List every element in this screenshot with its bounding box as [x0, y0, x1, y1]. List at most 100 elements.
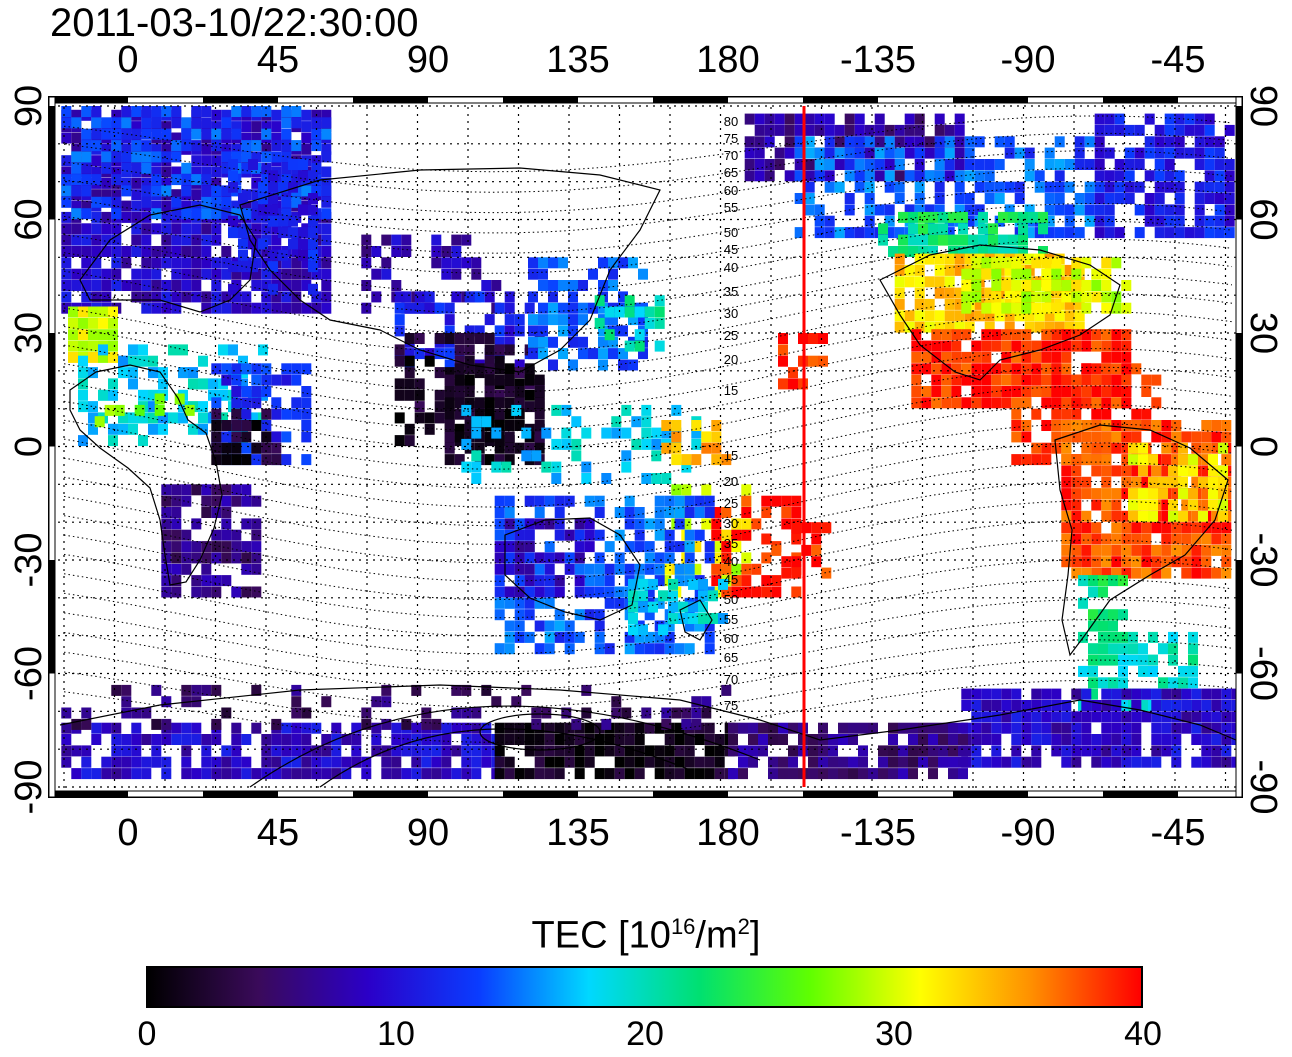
tec-cell [958, 246, 968, 257]
tec-cell [854, 170, 865, 182]
tec-cell [1041, 291, 1052, 303]
tec-cell [1191, 700, 1202, 711]
tec-cell [534, 563, 545, 575]
tec-cell [414, 302, 425, 314]
tec-cell [1121, 510, 1132, 522]
tec-cell [1191, 442, 1202, 454]
tec-cell [281, 431, 292, 443]
tec-cell [411, 756, 422, 768]
tec-cell [884, 159, 895, 170]
tec-cell [701, 707, 712, 719]
tec-cell [1011, 351, 1022, 363]
tec-cell [941, 363, 952, 375]
tec-cell [1181, 522, 1192, 534]
tec-cell [178, 401, 188, 413]
tec-cell [644, 563, 655, 575]
tec-cell [161, 200, 172, 212]
tec-cell [948, 768, 958, 780]
mlat-contour [319, 728, 691, 788]
tec-cell [494, 336, 505, 348]
tec-cell [321, 756, 332, 768]
tec-cell [1124, 170, 1135, 182]
tec-cell [111, 166, 122, 178]
tec-cell [1041, 386, 1052, 397]
tec-cell [628, 590, 638, 602]
tec-cell [1204, 215, 1215, 227]
tec-cell [411, 722, 422, 734]
tec-cell [1001, 756, 1012, 768]
tec-cell [644, 586, 655, 598]
tec-cell [1188, 677, 1198, 689]
tec-cell [311, 722, 322, 734]
tec-cell [201, 768, 212, 780]
tec-cell [444, 348, 455, 360]
tec-cell [894, 159, 905, 170]
tec-cell [971, 291, 982, 303]
tec-cell [258, 181, 268, 193]
tec-cell [88, 329, 98, 341]
tec-cell [1214, 147, 1225, 159]
tec-cell [311, 302, 322, 314]
tec-cell [1051, 302, 1062, 314]
tec-cell [1081, 386, 1092, 397]
tec-cell [201, 302, 212, 314]
tec-cell [298, 238, 308, 250]
tec-cell [208, 378, 218, 390]
tec-cell [1161, 499, 1172, 511]
tec-cell [251, 106, 262, 117]
tec-cell [221, 495, 232, 507]
tec-cell [504, 563, 515, 575]
tec-cell [1091, 374, 1102, 386]
tec-cell [944, 321, 955, 333]
tec-cell [141, 106, 152, 117]
tec-cell [1131, 700, 1142, 711]
tec-cell [1031, 386, 1042, 397]
tec-cell [684, 541, 695, 553]
tec-cell [231, 586, 242, 598]
tec-cell [231, 722, 242, 734]
tec-cell [791, 567, 802, 579]
tec-cell [974, 181, 985, 193]
tec-cell [1121, 454, 1132, 466]
tec-cell [1194, 124, 1205, 136]
tec-cell [1041, 257, 1052, 269]
tec-cell [924, 204, 935, 216]
tec-cell [221, 143, 232, 155]
tec-cell [271, 734, 282, 745]
tec-cell [1204, 227, 1215, 239]
tec-cell [381, 257, 392, 269]
tec-cell [1201, 700, 1212, 711]
tec-cell [608, 268, 618, 280]
tec-cell [444, 408, 455, 420]
tec-cell [1201, 454, 1212, 466]
tec-cell [644, 552, 655, 564]
tec-cell [211, 291, 222, 303]
tec-cell [241, 140, 252, 152]
tec-cell [1051, 340, 1062, 352]
tec-cell [1138, 465, 1148, 477]
tec-cell [884, 147, 895, 159]
tec-cell [61, 132, 72, 144]
tec-cell [1011, 688, 1022, 700]
tec-cell [811, 556, 822, 568]
tec-cell [924, 276, 935, 288]
tec-cell [201, 166, 212, 178]
tec-cell [781, 567, 792, 579]
tec-cell [454, 431, 465, 443]
tec-cell [1118, 631, 1128, 643]
tec-cell [764, 124, 775, 136]
tec-cell [91, 166, 102, 178]
tec-cell [301, 257, 312, 269]
tec-cell [1191, 688, 1202, 700]
tec-cell [854, 124, 865, 136]
tec-cell [721, 454, 732, 466]
tec-cell [671, 420, 682, 431]
tec-cell [1101, 745, 1112, 757]
tec-cell [1211, 711, 1222, 723]
tec-cell [1011, 374, 1022, 386]
tec-cell [994, 193, 1005, 204]
colorbar-title-suffix: ] [749, 914, 761, 957]
colorbar-label: 20 [626, 1015, 664, 1053]
tec-cell [311, 155, 322, 167]
tec-cell [1134, 227, 1145, 239]
